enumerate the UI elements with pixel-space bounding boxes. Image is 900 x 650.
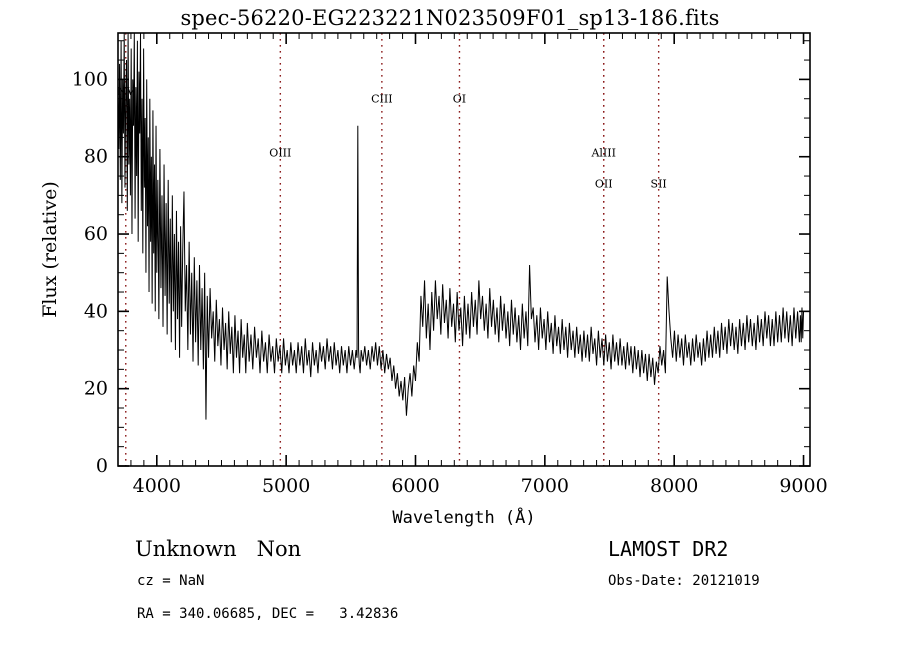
spectral-line-label-oi: OI [453, 93, 466, 106]
observation-date: Obs-Date: 20121019 [608, 573, 760, 589]
x-axis-title: Wavelength (Å) [392, 506, 535, 528]
page-title: spec-56220-EG223221N023509F01_sp13-186.f… [180, 6, 720, 30]
plot-frame [117, 32, 811, 467]
x-tick-label: 8000 [650, 475, 698, 497]
spectral-line-label-oii: OII [595, 178, 613, 191]
redshift-velocity: cz = NaN [137, 573, 205, 589]
x-tick-label: 9000 [779, 475, 827, 497]
x-tick-label: 7000 [521, 475, 569, 497]
y-tick-label: 100 [72, 68, 108, 90]
spectrum-trace [118, 33, 805, 420]
spectral-line-label-sii: SII [651, 178, 667, 191]
spectral-line-label-nv: NV [117, 85, 136, 98]
y-tick-label: 80 [84, 146, 108, 168]
object-classification: Unknown Non [135, 537, 302, 561]
sky-coordinates: RA = 340.06685, DEC = 3.42836 [137, 606, 399, 622]
survey-label: LAMOST DR2 [608, 537, 729, 561]
spectral-line-label-oiii: OIII [269, 147, 291, 160]
y-tick-label: 20 [84, 378, 108, 400]
y-tick-label: 40 [84, 300, 108, 322]
spectral-line-label-aliii: AlIII [590, 147, 616, 160]
x-tick-label: 5000 [262, 475, 310, 497]
y-axis-title: Flux (relative) [39, 181, 61, 318]
y-tick-label: 0 [96, 455, 108, 477]
x-tick-label: 6000 [391, 475, 439, 497]
spectral-line-label-ciii: CIII [371, 93, 392, 106]
y-tick-label: 60 [84, 223, 108, 245]
x-tick-label: 4000 [133, 475, 181, 497]
